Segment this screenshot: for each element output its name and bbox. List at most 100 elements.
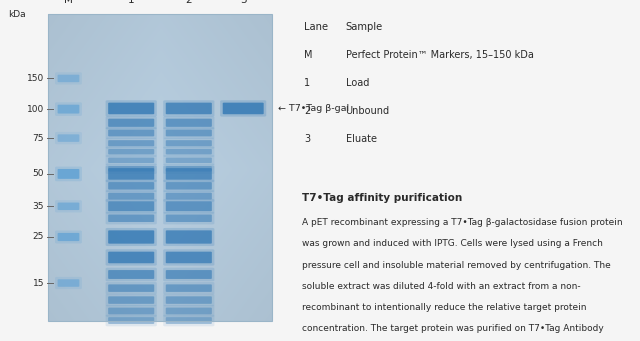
FancyBboxPatch shape — [163, 127, 214, 139]
FancyBboxPatch shape — [163, 268, 214, 281]
Text: ← T7•Tag β-gal: ← T7•Tag β-gal — [278, 104, 349, 113]
FancyBboxPatch shape — [106, 228, 157, 246]
FancyBboxPatch shape — [163, 116, 214, 129]
FancyBboxPatch shape — [58, 134, 79, 142]
FancyBboxPatch shape — [55, 72, 82, 85]
FancyBboxPatch shape — [106, 294, 157, 306]
FancyBboxPatch shape — [163, 305, 214, 317]
FancyBboxPatch shape — [106, 315, 157, 326]
Text: pressure cell and insoluble material removed by centrifugation. The: pressure cell and insoluble material rem… — [302, 261, 611, 269]
FancyBboxPatch shape — [166, 119, 212, 127]
Text: kDa: kDa — [8, 10, 26, 19]
FancyBboxPatch shape — [55, 231, 82, 243]
FancyBboxPatch shape — [106, 212, 157, 224]
Text: Load: Load — [346, 78, 369, 88]
Text: soluble extract was diluted 4-fold with an extract from a non-: soluble extract was diluted 4-fold with … — [302, 282, 580, 291]
FancyBboxPatch shape — [108, 270, 154, 279]
FancyBboxPatch shape — [108, 252, 154, 263]
FancyBboxPatch shape — [166, 168, 212, 180]
Text: Unbound: Unbound — [346, 106, 390, 116]
FancyBboxPatch shape — [166, 214, 212, 222]
FancyBboxPatch shape — [166, 317, 212, 324]
FancyBboxPatch shape — [163, 249, 214, 266]
FancyBboxPatch shape — [108, 166, 154, 172]
Text: 2: 2 — [186, 0, 192, 5]
Text: 3: 3 — [304, 134, 310, 144]
FancyBboxPatch shape — [58, 279, 79, 287]
Text: 75: 75 — [33, 134, 44, 143]
FancyBboxPatch shape — [163, 190, 214, 202]
FancyBboxPatch shape — [55, 277, 82, 289]
Text: Eluate: Eluate — [346, 134, 376, 144]
Text: 1: 1 — [128, 0, 134, 5]
FancyBboxPatch shape — [106, 100, 157, 117]
FancyBboxPatch shape — [106, 127, 157, 139]
FancyBboxPatch shape — [108, 193, 154, 199]
FancyBboxPatch shape — [108, 231, 154, 243]
FancyBboxPatch shape — [163, 228, 214, 246]
FancyBboxPatch shape — [58, 75, 79, 82]
FancyBboxPatch shape — [166, 166, 212, 172]
FancyBboxPatch shape — [106, 199, 157, 213]
FancyBboxPatch shape — [166, 149, 212, 154]
FancyBboxPatch shape — [106, 180, 157, 192]
FancyBboxPatch shape — [163, 138, 214, 149]
FancyBboxPatch shape — [163, 166, 214, 182]
FancyBboxPatch shape — [163, 199, 214, 213]
FancyBboxPatch shape — [108, 149, 154, 154]
Text: A pET recombinant expressing a T7•Tag β-galactosidase fusion protein: A pET recombinant expressing a T7•Tag β-… — [302, 218, 623, 227]
Text: M: M — [64, 0, 73, 5]
FancyBboxPatch shape — [166, 193, 212, 199]
FancyBboxPatch shape — [108, 182, 154, 190]
FancyBboxPatch shape — [58, 203, 79, 210]
FancyBboxPatch shape — [58, 169, 79, 179]
FancyBboxPatch shape — [163, 315, 214, 326]
FancyBboxPatch shape — [166, 308, 212, 314]
FancyBboxPatch shape — [108, 308, 154, 314]
Text: concentration. The target protein was purified on T7•Tag Antibody: concentration. The target protein was pu… — [302, 324, 604, 333]
FancyBboxPatch shape — [220, 100, 266, 117]
Text: 50: 50 — [33, 169, 44, 178]
Text: 100: 100 — [27, 105, 44, 114]
Text: 2: 2 — [304, 106, 310, 116]
FancyBboxPatch shape — [108, 130, 154, 136]
FancyBboxPatch shape — [163, 155, 214, 165]
FancyBboxPatch shape — [108, 296, 154, 304]
Text: recombinant to intentionally reduce the relative target protein: recombinant to intentionally reduce the … — [302, 303, 587, 312]
FancyBboxPatch shape — [106, 190, 157, 202]
FancyBboxPatch shape — [166, 296, 212, 304]
FancyBboxPatch shape — [55, 167, 82, 181]
FancyBboxPatch shape — [106, 116, 157, 129]
FancyBboxPatch shape — [106, 282, 157, 294]
FancyBboxPatch shape — [166, 231, 212, 243]
FancyBboxPatch shape — [108, 168, 154, 180]
FancyBboxPatch shape — [108, 317, 154, 324]
FancyBboxPatch shape — [166, 284, 212, 292]
FancyBboxPatch shape — [163, 294, 214, 306]
Text: 25: 25 — [33, 233, 44, 241]
Text: 15: 15 — [33, 279, 44, 287]
FancyBboxPatch shape — [106, 164, 157, 174]
FancyBboxPatch shape — [108, 201, 154, 211]
FancyBboxPatch shape — [108, 103, 154, 114]
Bar — [48, 14, 272, 321]
FancyBboxPatch shape — [223, 103, 264, 114]
FancyBboxPatch shape — [106, 138, 157, 149]
FancyBboxPatch shape — [166, 130, 212, 136]
FancyBboxPatch shape — [166, 140, 212, 146]
Text: T7•Tag affinity purification: T7•Tag affinity purification — [302, 193, 462, 203]
FancyBboxPatch shape — [166, 201, 212, 211]
FancyBboxPatch shape — [55, 132, 82, 144]
FancyBboxPatch shape — [163, 212, 214, 224]
Text: M: M — [304, 50, 312, 60]
FancyBboxPatch shape — [163, 100, 214, 117]
FancyBboxPatch shape — [108, 284, 154, 292]
FancyBboxPatch shape — [106, 147, 157, 157]
FancyBboxPatch shape — [166, 182, 212, 190]
FancyBboxPatch shape — [163, 164, 214, 174]
FancyBboxPatch shape — [108, 214, 154, 222]
FancyBboxPatch shape — [55, 102, 82, 116]
FancyBboxPatch shape — [163, 180, 214, 192]
FancyBboxPatch shape — [108, 158, 154, 163]
FancyBboxPatch shape — [166, 103, 212, 114]
